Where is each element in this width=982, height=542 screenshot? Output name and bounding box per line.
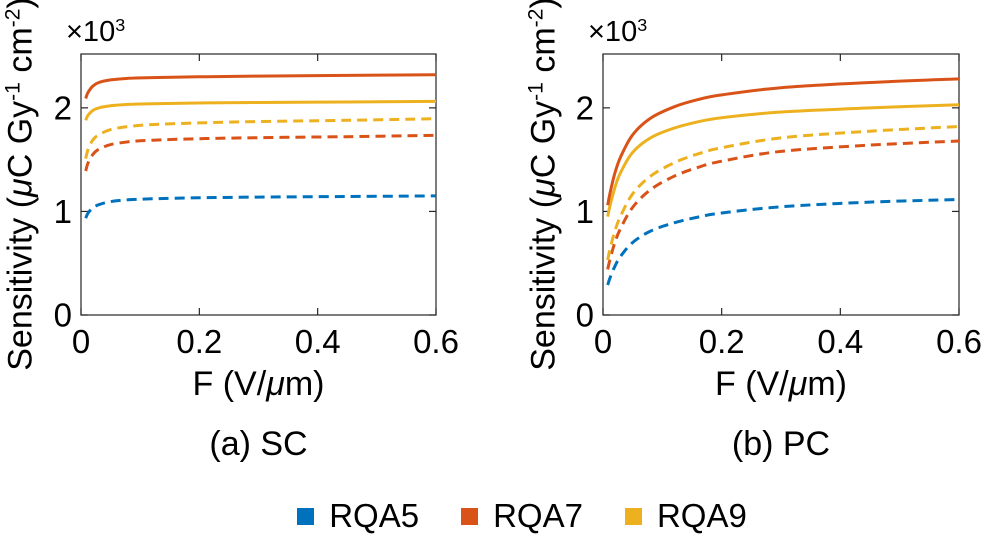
x-axis-label-pc: F (V/μm) <box>715 365 847 403</box>
curve-rqa7-dashed <box>84 133 437 172</box>
legend-label-rqa9: RQA9 <box>656 497 747 534</box>
x-axis-label-sc: F (V/μm) <box>192 365 325 403</box>
axes-box <box>602 53 960 316</box>
rqa5-swatch-icon <box>297 507 315 525</box>
y-tick-label: 1 <box>576 193 594 230</box>
rqa9-swatch-icon <box>624 507 642 525</box>
legend-item-rqa9: RQA9 <box>624 497 747 535</box>
y-axis-exponent-sc: ×103 <box>66 15 126 48</box>
legend-item-rqa7: RQA7 <box>461 497 583 535</box>
y-tick-label: 0 <box>54 297 72 334</box>
y-tick-label: 2 <box>576 89 594 126</box>
y-axis-label-pc: Sensitivity (μC Gy-1 cm-2) <box>524 0 563 371</box>
rqa7-swatch-icon <box>461 507 479 525</box>
subplot-caption-sc: (a) SC <box>209 425 308 463</box>
curve-rqa5-dashed <box>84 194 437 219</box>
curve-rqa7-solid <box>606 77 960 206</box>
y-tick-label: 2 <box>54 89 72 126</box>
x-tick-label: 0.4 <box>295 323 341 360</box>
y-axis-label-sc: Sensitivity (μC Gy-1 cm-2) <box>1 0 40 371</box>
curve-rqa9-dashed <box>606 125 960 261</box>
legend-label-rqa7: RQA7 <box>493 497 583 534</box>
x-tick-label: 0 <box>72 323 90 360</box>
curve-rqa5-dashed <box>606 198 960 286</box>
x-tick-label: 0.6 <box>413 323 459 360</box>
curve-rqa7-solid <box>84 73 437 100</box>
legend-item-rqa5: RQA5 <box>297 497 419 535</box>
x-tick-label: 0.6 <box>936 323 982 360</box>
curve-rqa7-dashed <box>606 139 960 270</box>
x-tick-label: 0.2 <box>176 323 222 360</box>
legend: RQA5 RQA7 RQA9 <box>62 497 982 535</box>
legend-label-rqa5: RQA5 <box>329 497 420 534</box>
x-tick-label: 0.4 <box>817 323 863 360</box>
subplot-caption-pc: (b) PC <box>731 425 831 463</box>
y-tick-label: 0 <box>576 297 594 334</box>
curve-rqa9-dashed <box>84 117 437 159</box>
y-axis-exponent-pc: ×103 <box>588 15 648 48</box>
y-tick-label: 1 <box>54 193 72 230</box>
x-tick-label: 0.2 <box>699 323 745 360</box>
axes-box <box>80 53 437 316</box>
curve-rqa9-solid <box>606 103 960 217</box>
plots-canvas: 0 0.2 0.4 0.6 0 1 2 0 0.2 0.4 0.6 0 1 2 <box>54 53 982 360</box>
curve-rqa9-solid <box>84 99 437 121</box>
x-tick-label: 0 <box>594 323 612 360</box>
